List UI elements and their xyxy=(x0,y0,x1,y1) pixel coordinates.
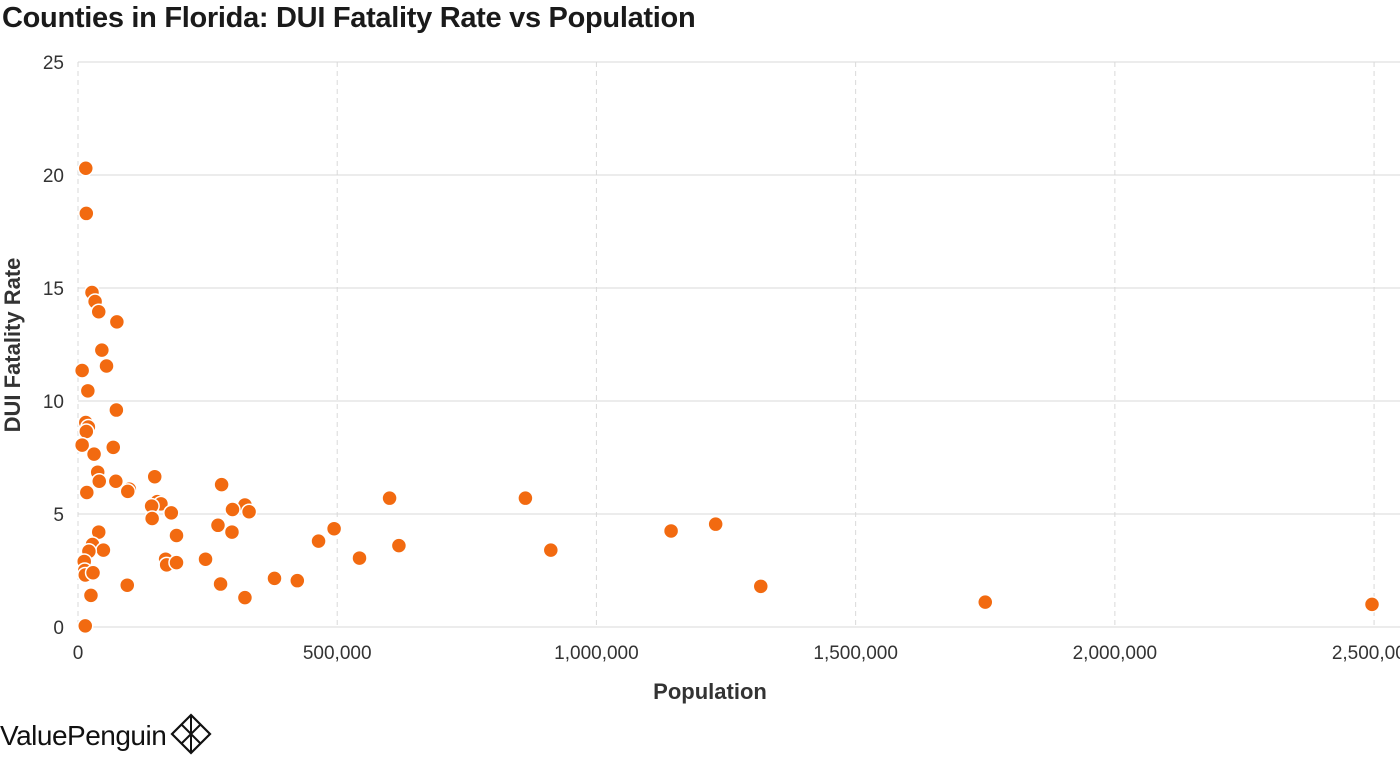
data-point xyxy=(119,483,137,500)
data-point xyxy=(236,589,254,606)
data-point xyxy=(197,550,214,568)
data-point xyxy=(1363,596,1381,613)
chart-title: Counties in Florida: DUI Fatality Rate v… xyxy=(2,2,696,34)
y-tick-label: 15 xyxy=(43,279,64,300)
x-tick-label: 1,000,000 xyxy=(554,643,639,664)
y-tick-label: 0 xyxy=(53,618,64,639)
data-point xyxy=(93,341,111,359)
grid-lines xyxy=(77,61,1400,628)
brand-logo[interactable]: ValuePenguin xyxy=(0,712,212,756)
data-point xyxy=(78,423,95,440)
brand-name: ValuePenguin xyxy=(0,720,167,751)
data-point xyxy=(91,472,108,490)
data-point xyxy=(289,572,306,589)
y-tick-label: 20 xyxy=(43,166,64,187)
x-axis-label: Population xyxy=(653,679,767,704)
scatter-chart: 0 500,000 1,000,000 1,500,000 2,000,000 2,500… xyxy=(0,53,1400,704)
data-point xyxy=(90,303,107,320)
y-axis-ticks: 0 5 10 15 20 25 xyxy=(43,53,64,639)
y-tick-label: 10 xyxy=(43,392,64,413)
data-point xyxy=(82,587,100,604)
data-point xyxy=(662,522,680,540)
data-point xyxy=(163,504,180,522)
data-point xyxy=(240,503,258,520)
x-tick-label: 500,000 xyxy=(303,643,372,664)
penguin-diamond-icon xyxy=(170,712,212,760)
data-point xyxy=(143,510,161,527)
data-point xyxy=(223,523,241,541)
x-tick-label: 0 xyxy=(73,643,84,664)
x-tick-label: 2,000,000 xyxy=(1073,643,1158,664)
data-point xyxy=(146,468,163,485)
x-axis-ticks: 0 500,000 1,000,000 1,500,000 2,000,000 2,500… xyxy=(73,643,1400,664)
data-point xyxy=(108,401,125,419)
data-point xyxy=(95,541,112,559)
y-tick-label: 25 xyxy=(43,53,64,74)
data-point xyxy=(542,541,560,559)
data-point xyxy=(105,439,122,456)
y-axis-label: DUI Fatality Rate xyxy=(0,258,25,433)
data-point xyxy=(209,517,227,534)
data-point xyxy=(77,159,95,177)
data-point xyxy=(381,489,398,507)
data-point xyxy=(752,578,770,595)
data-point xyxy=(168,554,185,571)
data-point xyxy=(79,382,97,400)
data-point xyxy=(119,576,136,594)
data-point xyxy=(98,357,115,375)
data-point xyxy=(325,520,343,537)
data-point xyxy=(107,472,125,490)
data-point xyxy=(390,537,408,554)
data-point xyxy=(977,593,994,611)
data-points xyxy=(73,159,1381,635)
x-tick-label: 2,500,000 xyxy=(1332,643,1400,664)
y-tick-label: 5 xyxy=(53,505,64,526)
data-point xyxy=(707,515,724,533)
data-point xyxy=(351,549,368,567)
data-point xyxy=(77,617,94,635)
data-point xyxy=(73,362,91,379)
data-point xyxy=(266,570,283,587)
data-point xyxy=(78,484,96,501)
data-point xyxy=(213,476,230,493)
x-tick-label: 1,500,000 xyxy=(813,643,898,664)
data-point xyxy=(85,445,103,463)
data-point xyxy=(310,532,327,550)
data-point xyxy=(73,436,91,454)
data-point xyxy=(84,564,102,582)
data-point xyxy=(517,489,534,507)
data-point xyxy=(212,575,229,593)
data-point xyxy=(168,527,185,544)
data-point xyxy=(108,313,126,331)
data-point xyxy=(224,501,241,518)
data-point xyxy=(78,205,95,222)
